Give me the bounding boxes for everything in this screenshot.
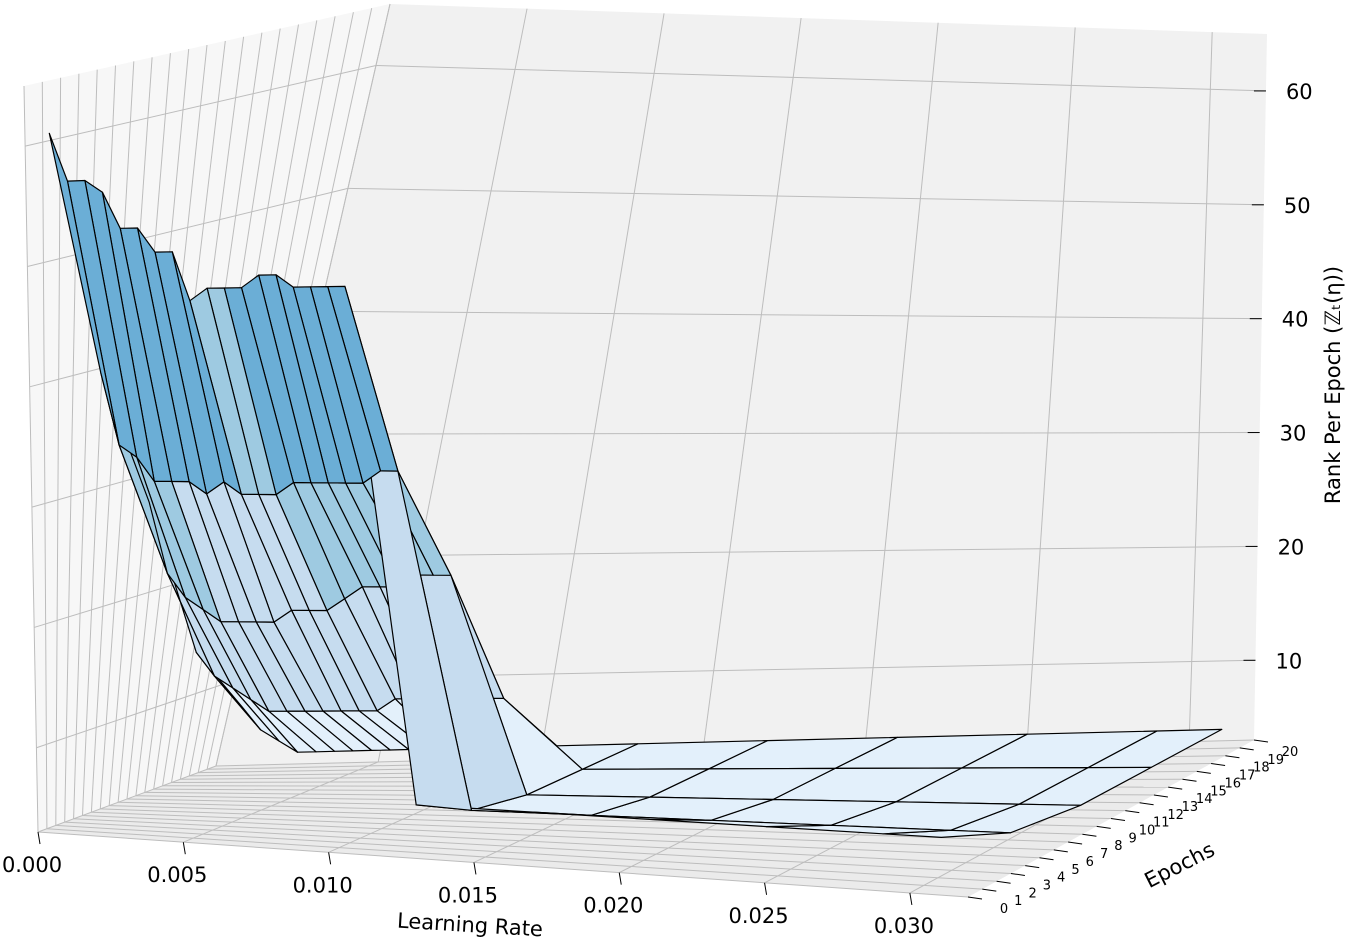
x-tick-label: 0.030 bbox=[874, 914, 934, 938]
x-tick bbox=[909, 892, 913, 906]
y-tick bbox=[1025, 865, 1040, 869]
y-tick bbox=[1168, 786, 1183, 790]
y-axis-label: Epochs bbox=[1141, 837, 1219, 893]
grid-z-back bbox=[375, 64, 1266, 92]
y-tick-label: 8 bbox=[1114, 839, 1122, 854]
z-tick-label: 50 bbox=[1284, 194, 1311, 218]
y-tick bbox=[1139, 802, 1154, 806]
y-tick bbox=[1225, 755, 1240, 759]
y-tick bbox=[1182, 778, 1197, 782]
z-tick-label: 20 bbox=[1278, 535, 1305, 559]
y-tick-label: 16 bbox=[1225, 776, 1242, 791]
y-tick-label: 13 bbox=[1182, 800, 1199, 815]
x-tick bbox=[618, 872, 622, 885]
grid-y-floor bbox=[37, 831, 969, 898]
y-tick-label: 7 bbox=[1100, 847, 1108, 862]
y-tick-label: 15 bbox=[1210, 784, 1227, 799]
grid-z-left bbox=[36, 679, 236, 749]
y-tick bbox=[1153, 794, 1168, 798]
grid-y-left bbox=[90, 61, 135, 813]
grid-y-left bbox=[82, 65, 116, 816]
y-tick-label: 11 bbox=[1153, 816, 1170, 831]
y-tick-label: 3 bbox=[1043, 878, 1051, 893]
x-tick-label: 0.015 bbox=[438, 883, 498, 907]
y-tick-label: 6 bbox=[1086, 855, 1094, 870]
z-axis-label: Rank Per Epoch (ℤₜ(η)) bbox=[1321, 266, 1345, 504]
grid-y-floor bbox=[46, 828, 983, 890]
y-tick bbox=[1211, 763, 1226, 767]
y-tick bbox=[1096, 825, 1111, 829]
z-tick-label: 10 bbox=[1275, 649, 1302, 673]
y-tick-label: 20 bbox=[1282, 745, 1299, 760]
grid-z-back bbox=[347, 187, 1264, 206]
grid-y-floor bbox=[100, 808, 1069, 843]
y-tick-label: 5 bbox=[1071, 863, 1079, 878]
grid-x-back bbox=[1188, 32, 1213, 742]
grid-z-back bbox=[319, 310, 1262, 320]
grid-y-floor bbox=[55, 824, 997, 882]
grid-y-floor bbox=[73, 818, 1026, 867]
y-tick-label: 18 bbox=[1253, 761, 1270, 776]
y-tick-label: 4 bbox=[1057, 871, 1065, 886]
y-tick-label: 14 bbox=[1196, 792, 1213, 807]
y-tick bbox=[996, 880, 1011, 884]
y-tick bbox=[1039, 857, 1054, 861]
y-tick-label: 17 bbox=[1239, 769, 1256, 784]
grid-z-back bbox=[291, 432, 1260, 435]
y-tick bbox=[1053, 849, 1068, 853]
y-tick bbox=[1253, 739, 1269, 743]
y-tick bbox=[1068, 841, 1083, 845]
y-tick bbox=[982, 888, 997, 892]
grid-y-floor bbox=[82, 815, 1040, 859]
y-tick bbox=[1196, 770, 1211, 774]
x-tick-label: 0.010 bbox=[293, 873, 353, 897]
y-tick-label: 0 bbox=[1000, 902, 1008, 917]
surface-facet bbox=[48, 132, 120, 446]
x-tick-label: 0.005 bbox=[147, 863, 207, 887]
grid-y-floor bbox=[64, 821, 1011, 874]
tick-marks: 0.000 0.005 0.010 0.015 0.020 0.025 0.03001234… bbox=[2, 80, 1313, 938]
x-tick bbox=[182, 842, 186, 855]
surface bbox=[48, 132, 1223, 839]
y-tick-label: 9 bbox=[1129, 831, 1137, 846]
grid-z-left bbox=[25, 64, 377, 147]
z-tick-label: 30 bbox=[1280, 422, 1307, 446]
y-tick-label: 1 bbox=[1014, 894, 1022, 909]
x-axis-label: Learning Rate bbox=[396, 909, 543, 942]
back-pane bbox=[216, 4, 1267, 766]
x-tick bbox=[764, 882, 768, 895]
y-tick-label: 12 bbox=[1167, 808, 1184, 823]
y-tick-label: 10 bbox=[1139, 824, 1156, 839]
x-tick-label: 0.020 bbox=[583, 894, 643, 918]
grid-x-back bbox=[1026, 27, 1076, 746]
grid-y-left bbox=[41, 81, 48, 829]
grid-y-left bbox=[55, 77, 62, 826]
y-tick bbox=[1239, 747, 1254, 751]
y-tick bbox=[1125, 810, 1140, 814]
y-tick bbox=[1110, 818, 1126, 821]
grid-x-back bbox=[539, 13, 665, 758]
y-tick-label: 2 bbox=[1028, 886, 1036, 901]
y-tick bbox=[967, 896, 983, 900]
y-tick bbox=[1010, 872, 1025, 876]
y-tick bbox=[1082, 833, 1097, 837]
grid-y-left bbox=[23, 85, 39, 833]
x-tick-label: 0.025 bbox=[729, 904, 789, 928]
z-tick-label: 60 bbox=[1286, 80, 1313, 104]
x-tick-label: 0.000 bbox=[2, 853, 62, 877]
x-tick bbox=[37, 831, 41, 845]
x-tick bbox=[328, 852, 332, 865]
grid-x-back bbox=[864, 22, 939, 750]
grid-y-floor bbox=[91, 811, 1054, 851]
z-tick-label: 40 bbox=[1282, 308, 1309, 332]
x-tick bbox=[473, 862, 477, 875]
grid-x-back bbox=[702, 17, 802, 754]
y-tick-label: 19 bbox=[1267, 753, 1284, 768]
